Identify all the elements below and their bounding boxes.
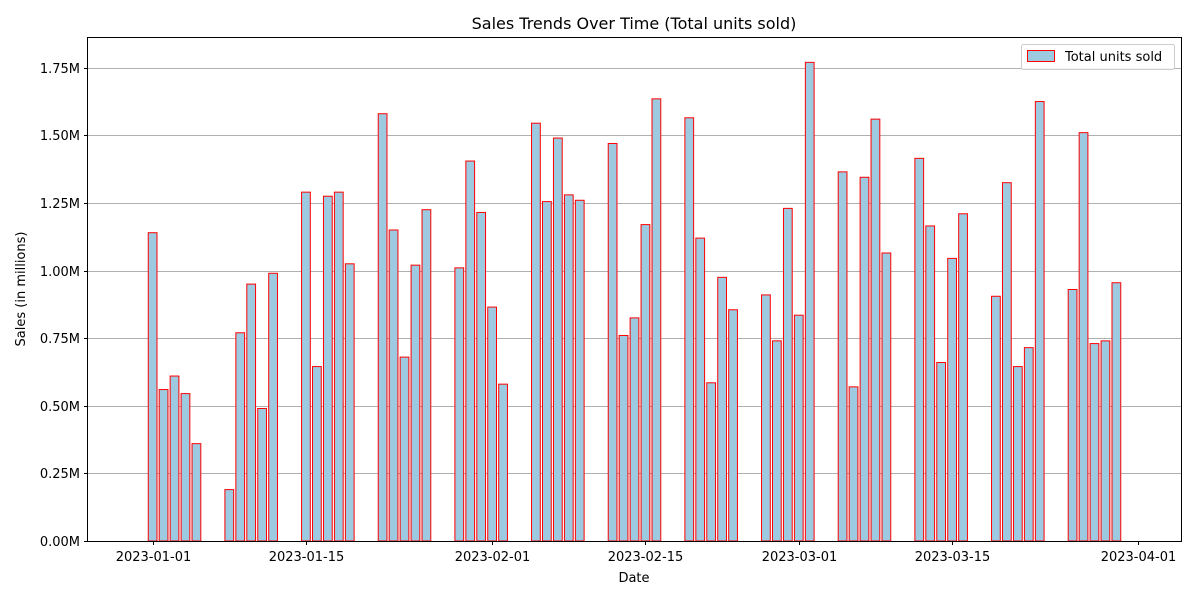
- y-tick-label: 1.25M: [40, 197, 80, 212]
- bar: [914, 157, 925, 542]
- bar: [410, 264, 421, 542]
- bar: [793, 314, 804, 542]
- bar: [531, 122, 541, 542]
- bar: [618, 334, 629, 542]
- bar: [848, 386, 859, 542]
- bar: [421, 209, 432, 542]
- bar: [771, 340, 782, 542]
- bar: [487, 306, 497, 542]
- x-tick-label: 2023-04-01: [1101, 550, 1177, 565]
- bar: [1111, 282, 1122, 542]
- bar: [235, 332, 246, 542]
- bar: [1001, 182, 1012, 542]
- bar: [936, 362, 947, 542]
- bar: [246, 283, 257, 542]
- bar: [947, 257, 957, 542]
- bar: [224, 489, 235, 542]
- bar: [1067, 289, 1078, 542]
- bar: [1089, 343, 1100, 542]
- bar: [399, 356, 410, 542]
- x-tick-label: 2023-03-01: [762, 550, 838, 565]
- bar: [684, 117, 695, 542]
- bar: [1023, 347, 1034, 542]
- x-tick-label: 2023-02-01: [455, 550, 531, 565]
- bar: [837, 171, 848, 542]
- bar: [804, 61, 815, 542]
- bar: [881, 252, 892, 542]
- bar: [465, 160, 476, 542]
- bar: [377, 113, 388, 542]
- bar: [651, 98, 662, 542]
- bar: [563, 194, 574, 542]
- bar: [1100, 340, 1111, 542]
- bar: [629, 317, 640, 542]
- bar: [782, 207, 793, 542]
- bar: [728, 309, 738, 542]
- bar: [640, 224, 651, 542]
- x-tick-label: 2023-01-01: [116, 550, 192, 565]
- bar: [1012, 366, 1023, 542]
- bar: [147, 232, 158, 542]
- bar: [344, 263, 355, 542]
- bar: [333, 191, 344, 542]
- bar: [761, 294, 771, 542]
- bar: [1034, 101, 1045, 542]
- y-tick-label: 0.25M: [40, 467, 80, 482]
- plot-frame: [87, 37, 1182, 542]
- bar: [717, 276, 727, 542]
- y-tick-label: 0.75M: [40, 332, 80, 347]
- bar: [607, 142, 618, 542]
- bar: [191, 443, 202, 542]
- legend-swatch: [1027, 50, 1055, 62]
- bar: [268, 272, 278, 542]
- bar: [991, 295, 1001, 542]
- bar: [695, 237, 706, 542]
- bars: [147, 61, 1122, 542]
- bar: [169, 375, 180, 542]
- bar: [312, 366, 322, 542]
- bar: [322, 195, 333, 542]
- y-tick-label: 1.00M: [40, 265, 80, 280]
- bar: [552, 137, 563, 542]
- chart-title: Sales Trends Over Time (Total units sold…: [472, 14, 797, 33]
- y-tick-label: 1.50M: [40, 129, 80, 144]
- bar: [180, 393, 191, 542]
- y-tick-label: 0.50M: [40, 400, 80, 415]
- bar: [476, 211, 487, 542]
- y-tick-label: 1.75M: [40, 62, 80, 77]
- bar: [454, 267, 465, 542]
- bar: [706, 382, 717, 542]
- bar: [388, 229, 399, 542]
- bar: [158, 389, 169, 542]
- legend-label: Total units sold: [1064, 50, 1162, 65]
- bar: [257, 407, 268, 542]
- x-tick-label: 2023-03-15: [915, 550, 991, 565]
- bar: [870, 118, 881, 542]
- bar: [301, 191, 311, 542]
- bar: [958, 213, 968, 542]
- y-axis-label: Sales (in millions): [14, 232, 29, 347]
- bar: [498, 383, 508, 542]
- x-axis-label: Date: [618, 571, 649, 586]
- x-tick-label: 2023-01-15: [269, 550, 345, 565]
- legend-box: [1021, 44, 1175, 70]
- x-axis: 2023-01-01 2023-01-15 2023-02-01 2023-02-15…: [116, 541, 1177, 565]
- bar: [1078, 132, 1089, 542]
- x-tick-label: 2023-02-15: [608, 550, 684, 565]
- y-tick-label: 0.00M: [40, 535, 80, 550]
- bar: [925, 225, 936, 542]
- y-axis: 0.00M 0.25M 0.50M 0.75M 1.00M 1.25M 1.50M 1.75M: [40, 62, 88, 550]
- bar: [859, 176, 870, 542]
- bar: [542, 201, 552, 542]
- bar: [574, 199, 585, 542]
- legend: Total units sold: [1021, 44, 1175, 70]
